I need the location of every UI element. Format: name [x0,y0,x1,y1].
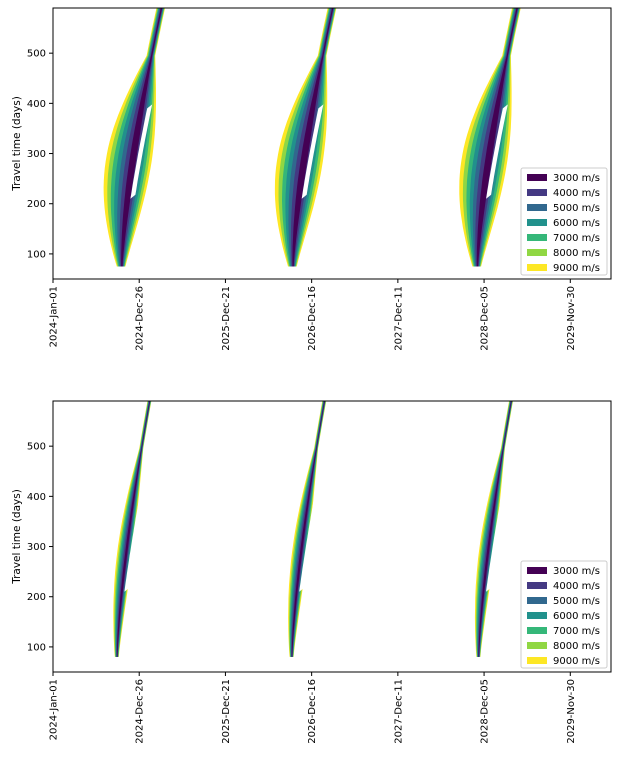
x-tick-label: 2028-Dec-05 [480,286,491,351]
y-tick-label: 200 [27,592,46,603]
y-axis-label: Travel time (days) [11,489,23,585]
launch-window-2 [288,401,327,657]
legend-swatch [527,627,547,634]
y-axis-label: Travel time (days) [11,96,23,192]
y-axis: 100 200 300 400 500 [27,49,53,260]
discontinuity-gap [486,104,508,199]
legend-label: 5000 m/s [553,596,600,607]
legend-swatch [527,567,547,574]
legend-swatch [527,582,547,589]
plot-frame [52,400,612,673]
y-tick-label: 300 [27,542,46,553]
level-band-5000 [290,401,326,657]
legend-label: 4000 m/s [553,581,600,592]
y-tick-label: 500 [27,442,46,453]
discontinuity-gap [301,104,324,199]
legend-swatch [527,264,547,271]
x-tick-label: 2026-Dec-16 [307,286,318,351]
y-tick-label: 300 [27,149,46,160]
legend-label: 7000 m/s [553,233,600,244]
x-tick-label: 2024-Jan-01 [49,679,60,740]
discontinuity-gap [124,497,144,592]
x-axis: 2024-Jan-01 2024-Dec-26 2025-Dec-21 2026-De… [49,672,577,744]
x-tick-label: 2025-Dec-21 [221,679,232,744]
x-tick-label: 2024-Dec-26 [135,679,146,744]
contour-region [113,401,514,657]
y-axis: 100 200 300 400 500 [27,442,53,653]
y-tick-label: 500 [27,49,46,60]
launch-window-2 [274,8,337,267]
legend-swatch [527,612,547,619]
legend-swatch [527,174,547,181]
legend-label: 6000 m/s [553,611,600,622]
x-tick-label: 2028-Dec-05 [480,679,491,744]
legend-swatch [527,189,547,196]
plot-frame [52,7,612,280]
legend-label: 5000 m/s [553,203,600,214]
y-tick-label: 400 [27,99,46,110]
level-band-4000 [475,8,519,267]
x-tick-label: 2029-Nov-30 [566,286,577,351]
legend-label: 4000 m/s [553,188,600,199]
x-tick-label: 2025-Dec-21 [221,286,232,351]
launch-window-1 [103,8,166,267]
x-axis: 2024-Jan-01 2024-Dec-26 2025-Dec-21 2026-De… [49,279,577,351]
legend-swatch [527,642,547,649]
legend: 3000 m/s 4000 m/s 5000 m/s 6000 m/s 7000 m/s… [520,167,608,276]
legend-swatch [527,234,547,241]
discontinuity-gap [299,497,319,592]
level-band-6000 [477,401,513,657]
x-tick-label: 2026-Dec-16 [307,679,318,744]
legend-swatch [527,249,547,256]
level-band-5000 [477,401,513,657]
level-band-6000 [290,401,326,657]
legend-label: 9000 m/s [553,656,600,667]
x-tick-label: 2024-Jan-01 [49,286,60,347]
legend-label: 3000 m/s [553,173,600,184]
legend-label: 6000 m/s [553,218,600,229]
legend-label: 3000 m/s [553,566,600,577]
legend-swatch [527,657,547,664]
legend-label: 8000 m/s [553,248,600,259]
level-band-4000 [119,8,163,267]
launch-window-3 [474,401,514,657]
y-tick-label: 400 [27,492,46,503]
launch-window-3 [459,8,521,267]
legend-label: 8000 m/s [553,641,600,652]
y-tick-label: 200 [27,199,46,210]
legend: 3000 m/s 4000 m/s 5000 m/s 6000 m/s 7000 m/s… [520,560,608,669]
level-band-5000 [116,401,151,657]
discontinuity-gap [486,497,506,592]
x-tick-label: 2029-Nov-30 [566,679,577,744]
discontinuity-gap [130,104,153,199]
level-band-6000 [115,401,151,657]
legend-label: 7000 m/s [553,626,600,637]
y-tick-label: 100 [27,642,46,653]
x-tick-label: 2024-Dec-26 [135,286,146,351]
legend-swatch [527,219,547,226]
legend-swatch [527,204,547,211]
x-tick-label: 2027-Dec-11 [393,286,404,351]
x-tick-label: 2027-Dec-11 [393,679,404,744]
contour-region [103,8,521,267]
legend-swatch [527,597,547,604]
legend-label: 9000 m/s [553,263,600,274]
level-band-4000 [290,8,334,267]
launch-window-1 [113,401,152,657]
y-tick-label: 100 [27,249,46,260]
